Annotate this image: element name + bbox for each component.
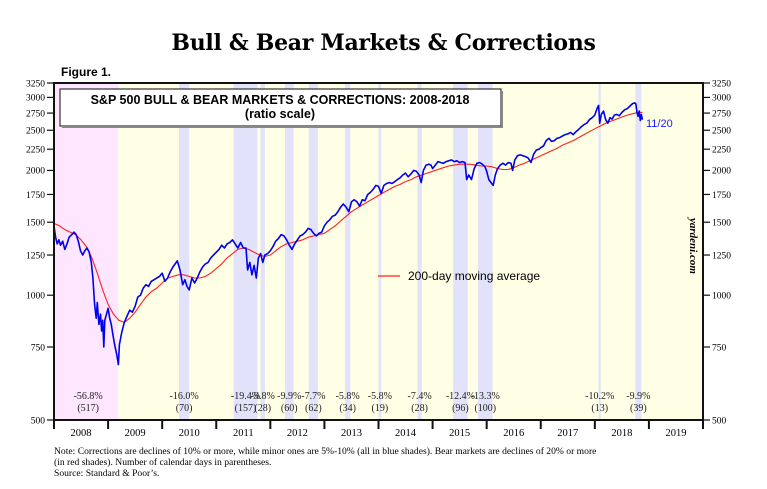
region-days-11: (100)	[474, 403, 496, 414]
region-days-8: (19)	[372, 403, 389, 414]
region-label-4: -9.8%	[251, 391, 275, 402]
left-y-tick-label: 2500	[26, 127, 45, 137]
region-days-9: (28)	[411, 403, 428, 414]
region-label-13: -9.9%	[626, 391, 650, 402]
region-days-5: (60)	[281, 403, 298, 414]
x-tick-label-2018: 2018	[611, 428, 632, 439]
right-y-tick-label: 2000	[712, 167, 731, 177]
region-label-8: -5.8%	[368, 391, 392, 402]
region-label-0: -56.8%	[74, 391, 103, 402]
x-tick-label-2008: 2008	[71, 428, 92, 439]
bull-region-1	[118, 83, 703, 420]
right-y-tick-label: 2750	[712, 109, 731, 119]
correction-region-8	[378, 83, 382, 420]
x-tick-label-2017: 2017	[557, 428, 578, 439]
region-label-11: -13.3%	[471, 391, 500, 402]
region-days-2: (70)	[176, 403, 193, 414]
correction-region-11	[478, 83, 493, 420]
chart-title: S&P 500 BULL & BEAR MARKETS & CORRECTION…	[91, 93, 470, 107]
left-y-tick-label: 1500	[26, 219, 45, 229]
chart-notes: Note: Corrections are declines of 10% or…	[54, 446, 734, 479]
region-days-10: (96)	[452, 403, 469, 414]
chart-title-box: S&P 500 BULL & BEAR MARKETS & CORRECTION…	[59, 88, 503, 128]
region-label-9: -7.4%	[408, 391, 432, 402]
correction-region-13	[635, 83, 642, 420]
correction-region-12	[598, 83, 601, 420]
right-y-tick-label: 750	[712, 343, 727, 353]
right-y-tick-label: 1000	[712, 292, 731, 302]
x-tick-label-2010: 2010	[179, 428, 200, 439]
main-title: Bull & Bear Markets & Corrections	[171, 30, 596, 56]
region-days-13: (39)	[630, 403, 647, 414]
region-label-2: -16.0%	[169, 391, 198, 402]
left-y-tick-label: 2000	[26, 167, 45, 177]
x-tick-label-2013: 2013	[341, 428, 362, 439]
region-days-0: (517)	[77, 403, 99, 414]
right-y-tick-label: 500	[712, 416, 727, 426]
region-days-12: (13)	[591, 403, 608, 414]
correction-region-2	[178, 83, 190, 420]
correction-region-6	[308, 83, 318, 420]
series-end-label: 11/20	[646, 118, 673, 130]
x-tick-label-2014: 2014	[395, 428, 417, 439]
left-y-tick-label: 1000	[26, 292, 45, 302]
region-label-12: -10.2%	[585, 391, 614, 402]
note-line-2: (in red shades). Number of calendar days…	[54, 457, 272, 468]
region-label-3: -19.4%	[231, 391, 260, 402]
series-layer	[53, 102, 644, 366]
left-y-tick-label: 3000	[26, 94, 45, 104]
region-days-3: (157)	[235, 403, 257, 414]
left-y-tick-label: 3250	[26, 79, 45, 89]
region-label-6: -7.7%	[301, 391, 325, 402]
sp500-line	[53, 102, 644, 366]
x-tick-label-2019: 2019	[665, 428, 686, 439]
x-tick-label-2011: 2011	[233, 428, 254, 439]
right-y-tick-label: 1250	[712, 251, 731, 261]
left-y-tick-label: 500	[31, 416, 46, 426]
legend-label-ma200: 200-day moving average	[408, 269, 540, 283]
note-line-1: Note: Corrections are declines of 10% or…	[54, 446, 597, 457]
correction-region-9	[417, 83, 422, 420]
x-tick-label-2009: 2009	[125, 428, 146, 439]
x-tick-label-2012: 2012	[287, 428, 308, 439]
left-y-tick-label: 2750	[26, 109, 45, 119]
correction-region-10	[453, 83, 468, 420]
region-days-6: (62)	[305, 403, 322, 414]
right-y-tick-label: 1500	[712, 219, 731, 229]
chart-subtitle: (ratio scale)	[245, 107, 315, 121]
correction-region-4	[260, 83, 265, 420]
figure-label: Figure 1.	[61, 65, 112, 79]
x-tick-label-2015: 2015	[449, 428, 470, 439]
left-y-tick-label: 1250	[26, 251, 45, 261]
correction-region-7	[344, 83, 351, 420]
ma200-line	[53, 111, 643, 323]
correction-region-5	[284, 83, 294, 420]
right-y-tick-label: 2500	[712, 127, 731, 137]
region-shading-layer	[54, 83, 703, 420]
region-days-4: (28)	[254, 403, 271, 414]
region-label-5: -9.9%	[277, 391, 301, 402]
x-tick-label-2016: 2016	[503, 428, 524, 439]
left-y-tick-label: 1750	[26, 191, 45, 201]
region-label-10: -12.4%	[446, 391, 475, 402]
right-y-tick-label: 2250	[712, 146, 731, 156]
legend: 200-day moving average	[378, 269, 540, 283]
source-line: Source: Standard & Poor’s.	[54, 468, 160, 479]
left-y-tick-label: 2250	[26, 146, 45, 156]
axis-layer: 3250 3250 3000 3000 2750 2750 2500 2500 2250 2250…	[26, 79, 731, 439]
region-days-7: (34)	[339, 403, 356, 414]
right-y-tick-label: 1750	[712, 191, 731, 201]
left-y-tick-label: 750	[31, 343, 46, 353]
region-label-7: -5.8%	[336, 391, 360, 402]
watermark: yardeni.com	[687, 216, 699, 274]
bear-region-0	[54, 83, 119, 420]
right-y-tick-label: 3000	[712, 94, 731, 104]
region-annotations: -56.8%(517)-16.0%(70)-19.4%(157)-9.8%(28…	[74, 391, 651, 414]
right-y-tick-label: 3250	[712, 79, 731, 89]
